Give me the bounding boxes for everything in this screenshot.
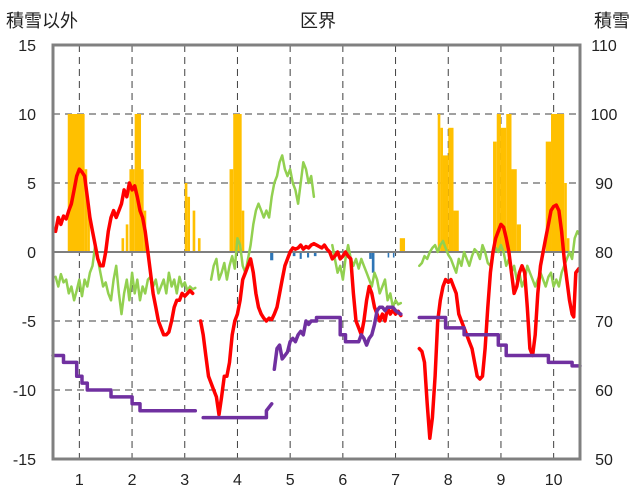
left-tick-label-4: 5: [27, 176, 36, 193]
precip-bar-26: [511, 169, 517, 252]
x-tick-label-5: 6: [338, 472, 347, 489]
series-0-segment-2: [331, 243, 403, 309]
x-tick-label-2: 3: [180, 472, 189, 489]
precip-bar-12: [197, 238, 201, 252]
series-1-segment-0: [53, 167, 195, 337]
left-tick-label-6: 15: [18, 38, 36, 55]
series-2-segment-0: [51, 353, 198, 413]
negative-bar-0: [270, 252, 274, 261]
negative-bar-7: [387, 252, 390, 258]
series-0-segment-1: [209, 154, 316, 281]
x-tick-label-0: 1: [75, 472, 84, 489]
x-tick-label-4: 5: [286, 472, 295, 489]
precip-bar-28: [545, 141, 552, 252]
x-tick-label-9: 10: [545, 472, 563, 489]
series-0-segment-3: [418, 230, 582, 288]
negative-bar-1: [292, 252, 296, 257]
x-tick-label-7: 8: [444, 472, 453, 489]
left-tick-label-0: -15: [13, 452, 36, 469]
precip-bar-18: [440, 127, 443, 252]
series-1-segment-1: [198, 241, 403, 417]
x-tick-label-8: 9: [496, 472, 505, 489]
left-y-ticks: -15 -10 -5 0 5 10 15: [13, 38, 36, 469]
precip-bar-19: [442, 155, 449, 252]
precip-bar-5: [129, 169, 135, 252]
right-tick-label-1: 60: [595, 383, 613, 400]
negative-bar-8: [392, 252, 395, 258]
right-y-ticks: 50 60 70 80 90 100 110: [591, 38, 618, 469]
precip-bar-11: [192, 210, 196, 252]
precip-bar-4: [125, 224, 129, 252]
precip-bar-20: [448, 127, 454, 252]
precip-bar-24: [500, 127, 507, 252]
chart-title: 区界: [300, 11, 336, 31]
right-axis-label: 積雪: [594, 11, 630, 31]
precip-bar-22: [493, 141, 497, 252]
series-2-segment-2: [272, 305, 403, 372]
series-2-segment-1: [201, 402, 274, 420]
x-tick-label-3: 4: [233, 472, 242, 489]
precip-bar-6: [134, 114, 142, 252]
right-tick-label-3: 80: [595, 245, 613, 262]
precip-bar-21: [453, 210, 459, 252]
precip-bar-27: [516, 224, 521, 252]
series-lines: [51, 154, 582, 441]
precip-bar-2: [87, 210, 90, 252]
negative-bar-4: [313, 252, 317, 257]
left-axis-label: 積雪以外: [6, 11, 78, 31]
x-tick-label-6: 7: [391, 472, 400, 489]
left-tick-label-5: 10: [18, 107, 36, 124]
precip-bar-31: [566, 238, 570, 252]
series-0-segment-0: [54, 243, 197, 316]
x-ticks: 1 2 3 4 5 6 7 8 9 10: [75, 472, 563, 489]
right-tick-label-4: 90: [595, 176, 613, 193]
series-1-segment-2: [417, 203, 581, 441]
precip-bar-13: [229, 169, 234, 252]
right-tick-label-5: 100: [591, 107, 618, 124]
left-tick-label-2: -5: [22, 314, 36, 331]
right-tick-label-6: 110: [591, 38, 617, 55]
precip-bar-9: [184, 183, 188, 252]
left-tick-label-3: 0: [27, 245, 36, 262]
precip-bar-23: [496, 114, 501, 252]
right-tick-label-2: 70: [595, 314, 613, 331]
precip-bar-17: [437, 114, 441, 252]
precip-bar-25: [506, 114, 512, 252]
precip-bar-15: [241, 210, 245, 252]
precip-bar-1: [84, 169, 88, 252]
series-2-segment-3: [417, 315, 582, 368]
negative-bar-3: [307, 252, 310, 258]
precip-bar-30: [564, 183, 567, 252]
precip-bar-10: [187, 196, 191, 252]
left-tick-label-1: -10: [13, 383, 36, 400]
x-tick-label-1: 2: [128, 472, 137, 489]
precip-bar-14: [233, 114, 242, 252]
negative-bar-5: [369, 252, 372, 259]
right-tick-label-0: 50: [595, 452, 613, 469]
negative-bar-2: [299, 252, 302, 259]
precip-bar-16: [399, 238, 406, 252]
precip-bar-7: [141, 169, 144, 252]
negative-bar-6: [371, 252, 375, 273]
precip-bar-3: [121, 238, 125, 252]
plot-frame: [51, 43, 582, 461]
